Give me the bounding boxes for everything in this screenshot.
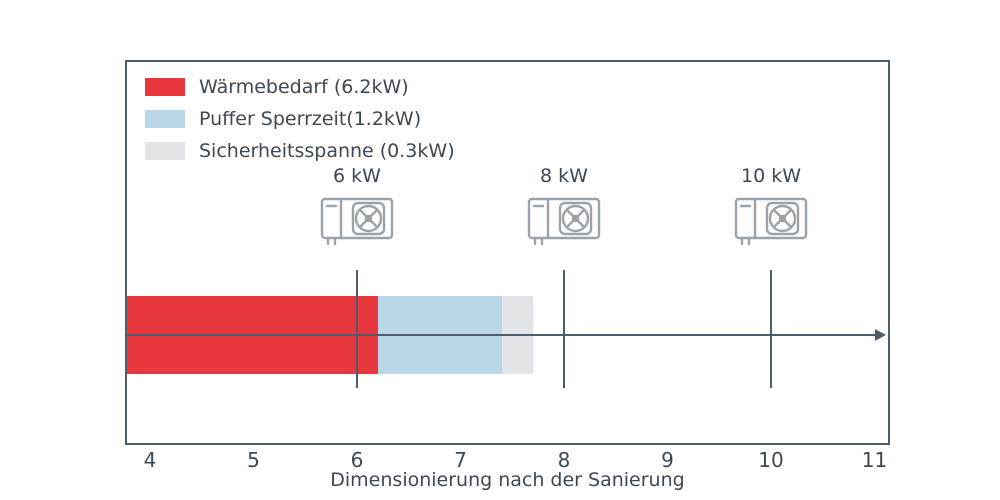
- legend-item-waermebedarf: Wärmebedarf (6.2kW): [145, 76, 455, 98]
- legend-label: Wärmebedarf (6.2kW): [199, 76, 409, 98]
- heat-pump-icon: [734, 197, 808, 246]
- legend-label: Puffer Sperrzeit(1.2kW): [199, 108, 422, 130]
- pump-size-label: 8 kW: [540, 165, 588, 187]
- heat-pump-icon-wrap: [319, 194, 395, 250]
- pump-marker-line: [770, 270, 772, 388]
- legend-item-puffer: Puffer Sperrzeit(1.2kW): [145, 108, 455, 130]
- pump-size-label: 10 kW: [740, 165, 801, 187]
- pump-size-label: 6 kW: [333, 165, 381, 187]
- pump-marker-line: [356, 270, 358, 388]
- x-tick-label: 11: [861, 448, 888, 472]
- arrow-right-icon: [875, 329, 886, 341]
- x-tick-label: 8: [557, 448, 571, 472]
- legend-swatch-blue: [145, 110, 185, 128]
- legend-swatch-red: [145, 78, 185, 96]
- legend-item-sicherheit: Sicherheitsspanne (0.3kW): [145, 140, 455, 162]
- pump-marker-line: [563, 270, 565, 388]
- x-tick-label: 4: [143, 448, 157, 472]
- legend-swatch-gray: [145, 142, 185, 160]
- x-tick-label: 6: [350, 448, 364, 472]
- heat-pump-icon-wrap: [733, 194, 809, 250]
- heat-pump-icon: [320, 197, 394, 246]
- legend-label: Sicherheitsspanne (0.3kW): [199, 140, 455, 162]
- plot-area: Wärmebedarf (6.2kW) Puffer Sperrzeit(1.2…: [125, 60, 890, 445]
- x-axis-arrow-line: [127, 329, 886, 341]
- x-tick-label: 7: [454, 448, 467, 472]
- heat-pump-icon-wrap: [526, 194, 602, 250]
- legend: Wärmebedarf (6.2kW) Puffer Sperrzeit(1.2…: [145, 76, 455, 162]
- x-axis-title: Dimensionierung nach der Sanierung: [330, 469, 685, 491]
- x-tick-label: 5: [247, 448, 260, 472]
- heat-pump-icon: [527, 197, 601, 246]
- x-tick-label: 10: [758, 448, 784, 472]
- x-tick-label: 9: [661, 448, 674, 472]
